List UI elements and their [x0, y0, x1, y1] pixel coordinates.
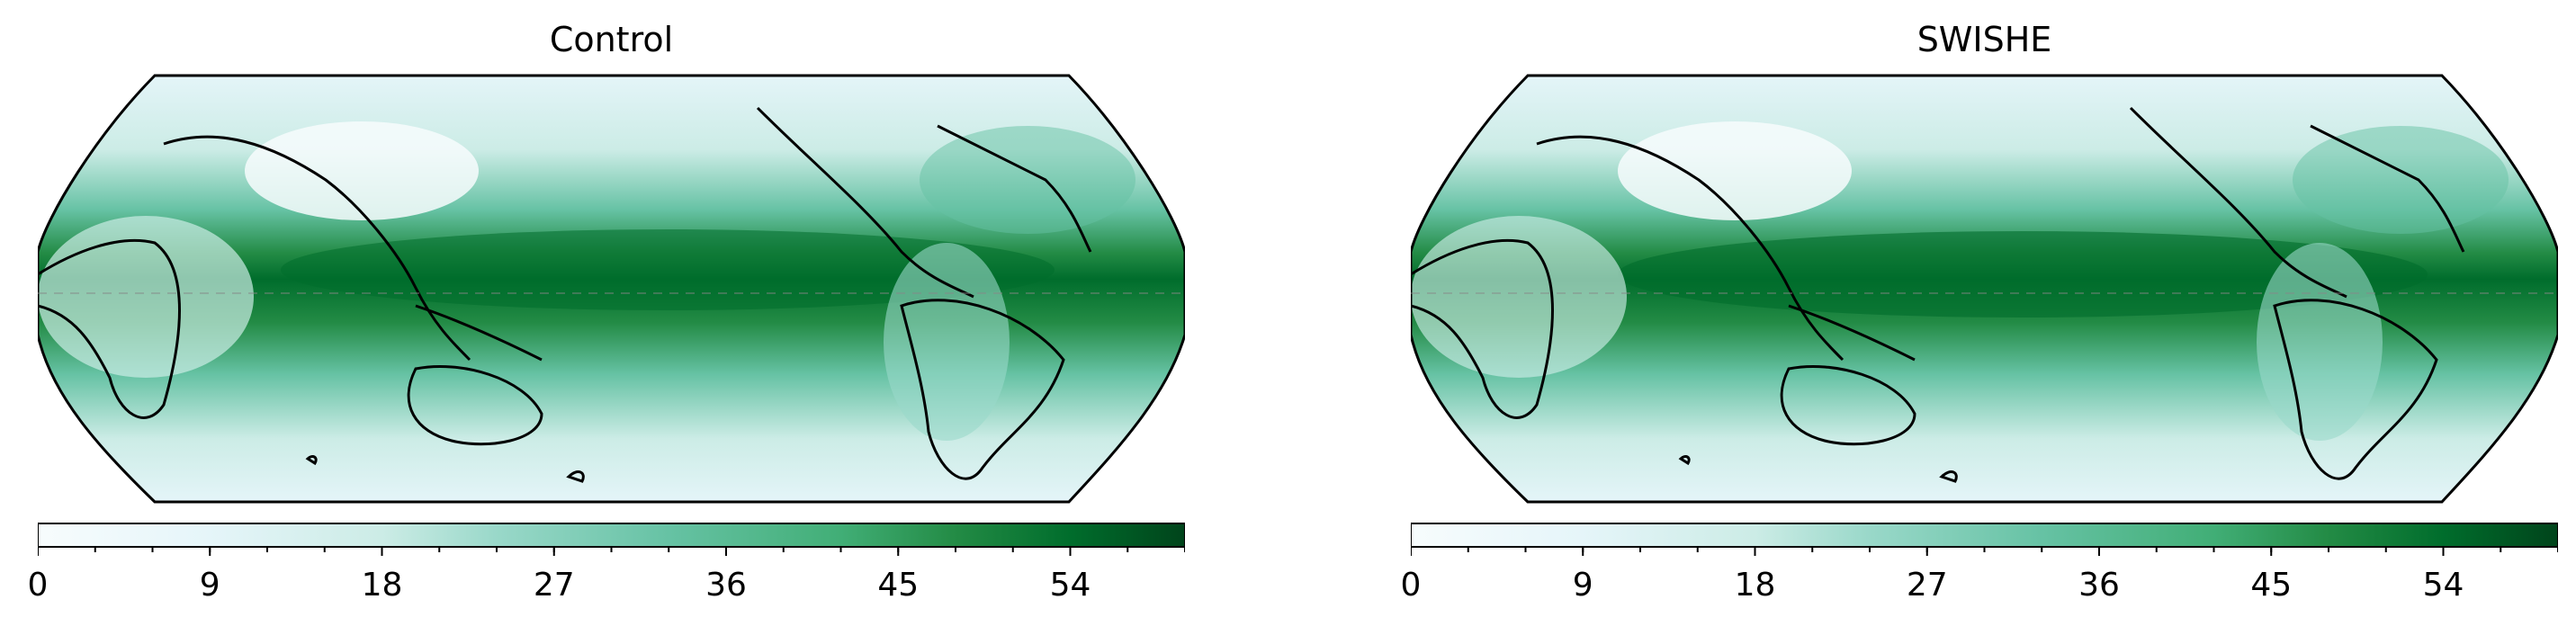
colorbar: [38, 523, 1185, 556]
colorbar-tick-label: 9: [199, 567, 220, 604]
colorbar-tick-label: 54: [1049, 567, 1091, 604]
colorbar-tick-label: 0: [27, 567, 49, 604]
coastlines: [38, 74, 1185, 504]
precip-map: [1411, 74, 2558, 504]
panel-swishe: SWISHE: [1401, 0, 2558, 635]
colorbar-tick-label: 45: [877, 567, 920, 604]
precip-field: [1411, 76, 2558, 502]
colorbar: [1411, 523, 2558, 556]
colorbar-tick-label: 9: [1572, 567, 1593, 604]
colorbar-tick-label: 0: [1400, 567, 1422, 604]
panel-title: Control: [549, 20, 674, 59]
colorbar-tick-label: 36: [2078, 567, 2120, 604]
precip-field: [38, 76, 1185, 502]
colorbar-tick-label: 27: [533, 567, 575, 604]
colorbar-tick-label: 27: [1906, 567, 1948, 604]
panel-title: SWISHE: [1916, 20, 2052, 59]
colorbar-tick-label: 36: [705, 567, 747, 604]
precip-map: [38, 74, 1185, 504]
colorbar-tick-label: 54: [2422, 567, 2464, 604]
coastlines: [1411, 74, 2558, 504]
panel-control: Control: [28, 0, 1185, 635]
colorbar-tick-label: 18: [1734, 567, 1776, 604]
colorbar-tick-label: 45: [2250, 567, 2293, 604]
colorbar-tick-label: 18: [361, 567, 403, 604]
